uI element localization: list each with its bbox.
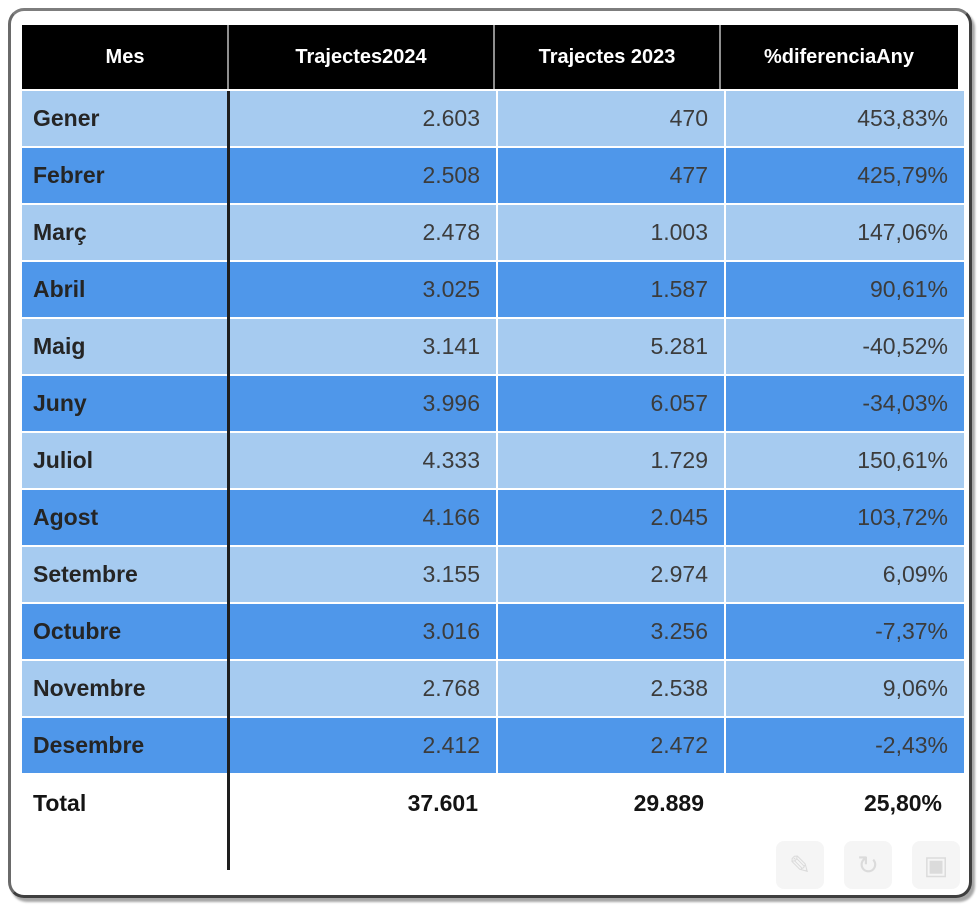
value-cell[interactable]: 4.166 (230, 490, 496, 545)
value-cell[interactable]: 9,06% (726, 661, 964, 716)
value-cell[interactable]: 3.141 (230, 319, 496, 374)
month-cell[interactable]: Gener (22, 91, 228, 146)
value-cell[interactable]: -2,43% (726, 718, 964, 773)
value-cell[interactable]: 3.025 (230, 262, 496, 317)
month-cell[interactable]: Desembre (22, 718, 228, 773)
watermark-icons: ✎ ↻ ▣ (776, 841, 960, 889)
month-cell[interactable]: Novembre (22, 661, 228, 716)
value-cell[interactable]: 6,09% (726, 547, 964, 602)
month-cell[interactable]: Agost (22, 490, 228, 545)
value-cell[interactable]: 2.478 (230, 205, 496, 260)
value-cell[interactable]: 4.333 (230, 433, 496, 488)
month-cell[interactable]: Maig (22, 319, 228, 374)
value-cell[interactable]: 103,72% (726, 490, 964, 545)
value-cell[interactable]: 2.974 (498, 547, 724, 602)
table-row: Gener 2.603 470 453,83% (22, 91, 964, 146)
watermark-refresh-icon: ↻ (844, 841, 892, 889)
value-cell[interactable]: 2.472 (498, 718, 724, 773)
table-row: Febrer 2.508 477 425,79% (22, 148, 964, 203)
value-cell[interactable]: 3.155 (230, 547, 496, 602)
month-cell[interactable]: Setembre (22, 547, 228, 602)
table-total-row: Total 37.601 29.889 25,80% (22, 775, 958, 832)
month-cell[interactable]: Març (22, 205, 228, 260)
table-row: Octubre 3.016 3.256 -7,37% (22, 604, 964, 659)
first-column-divider-line (227, 91, 230, 870)
column-header-diferencia-any[interactable]: %diferenciaAny (763, 45, 915, 68)
value-cell[interactable]: 90,61% (726, 262, 964, 317)
value-cell[interactable]: 5.281 (498, 319, 724, 374)
value-cell[interactable]: 1.729 (498, 433, 724, 488)
column-header-mes[interactable]: Mes (22, 25, 229, 89)
value-cell[interactable]: 1.587 (498, 262, 724, 317)
table-row: Novembre 2.768 2.538 9,06% (22, 661, 964, 716)
value-cell[interactable]: 470 (498, 91, 724, 146)
value-cell[interactable]: 2.412 (230, 718, 496, 773)
value-cell[interactable]: 2.045 (498, 490, 724, 545)
report-frame: Mes Trajectes2024 Trajectes 2023 %difere… (8, 8, 972, 898)
month-cell[interactable]: Febrer (22, 148, 228, 203)
value-cell[interactable]: 425,79% (726, 148, 964, 203)
value-cell[interactable]: -34,03% (726, 376, 964, 431)
watermark-pencil-icon: ✎ (776, 841, 824, 889)
total-diferencia-cell: 25,80% (863, 790, 942, 816)
table-row: Abril 3.025 1.587 90,61% (22, 262, 964, 317)
total-trajectes-2024-cell: 37.601 (407, 790, 478, 816)
table-header-row: Mes Trajectes2024 Trajectes 2023 %difere… (22, 25, 958, 89)
table-row: Juny 3.996 6.057 -34,03% (22, 376, 964, 431)
data-table: Mes Trajectes2024 Trajectes 2023 %difere… (22, 25, 964, 870)
value-cell[interactable]: 453,83% (726, 91, 964, 146)
value-cell[interactable]: 2.508 (230, 148, 496, 203)
value-cell[interactable]: 2.768 (230, 661, 496, 716)
month-cell[interactable]: Abril (22, 262, 228, 317)
column-header-trajectes-2023[interactable]: Trajectes 2023 (494, 25, 721, 89)
total-label-cell: Total (33, 790, 87, 816)
value-cell[interactable]: 3.256 (498, 604, 724, 659)
watermark-image-icon: ▣ (912, 841, 960, 889)
value-cell[interactable]: 2.603 (230, 91, 496, 146)
month-cell[interactable]: Juny (22, 376, 228, 431)
month-cell[interactable]: Octubre (22, 604, 228, 659)
table-row: Desembre 2.412 2.472 -2,43% (22, 718, 964, 773)
value-cell[interactable]: -7,37% (726, 604, 964, 659)
value-cell[interactable]: 6.057 (498, 376, 724, 431)
table-row: Maig 3.141 5.281 -40,52% (22, 319, 964, 374)
month-cell[interactable]: Juliol (22, 433, 228, 488)
value-cell[interactable]: 147,06% (726, 205, 964, 260)
total-trajectes-2023-cell: 29.889 (633, 790, 704, 816)
value-cell[interactable]: 2.538 (498, 661, 724, 716)
value-cell[interactable]: 3.996 (230, 376, 496, 431)
table-row: Setembre 3.155 2.974 6,09% (22, 547, 964, 602)
value-cell[interactable]: 3.016 (230, 604, 496, 659)
table-row: Març 2.478 1.003 147,06% (22, 205, 964, 260)
value-cell[interactable]: 1.003 (498, 205, 724, 260)
value-cell[interactable]: -40,52% (726, 319, 964, 374)
table-body: Gener 2.603 470 453,83% Febrer 2.508 477 425,79… (22, 91, 964, 773)
column-header-trajectes-2024[interactable]: Trajectes2024 (228, 25, 495, 89)
table-row: Juliol 4.333 1.729 150,61% (22, 433, 964, 488)
table-row: Agost 4.166 2.045 103,72% (22, 490, 964, 545)
value-cell[interactable]: 477 (498, 148, 724, 203)
value-cell[interactable]: 150,61% (726, 433, 964, 488)
